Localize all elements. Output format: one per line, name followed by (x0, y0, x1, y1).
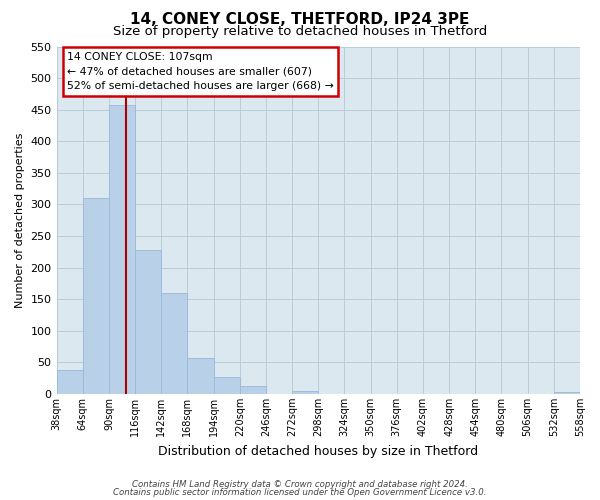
Bar (56, 370, 83, 394)
Text: 14 CONEY CLOSE: 107sqm
← 47% of detached houses are smaller (607)
52% of semi-de: 14 CONEY CLOSE: 107sqm ← 47% of detached… (67, 52, 334, 92)
Bar (554, 392, 580, 394)
Bar (292, 390, 318, 394)
Text: Size of property relative to detached houses in Thetford: Size of property relative to detached ho… (113, 25, 487, 38)
Text: 14, CONEY CLOSE, THETFORD, IP24 3PE: 14, CONEY CLOSE, THETFORD, IP24 3PE (130, 12, 470, 28)
Bar (161, 293, 187, 394)
Bar (135, 250, 161, 394)
Bar (214, 378, 240, 394)
Bar (83, 198, 109, 394)
Bar (109, 105, 135, 394)
Bar (187, 358, 214, 394)
Bar (240, 386, 266, 394)
Text: Contains public sector information licensed under the Open Government Licence v3: Contains public sector information licen… (113, 488, 487, 497)
X-axis label: Distribution of detached houses by size in Thetford: Distribution of detached houses by size … (158, 444, 478, 458)
Y-axis label: Number of detached properties: Number of detached properties (15, 132, 25, 308)
Text: Contains HM Land Registry data © Crown copyright and database right 2024.: Contains HM Land Registry data © Crown c… (132, 480, 468, 489)
